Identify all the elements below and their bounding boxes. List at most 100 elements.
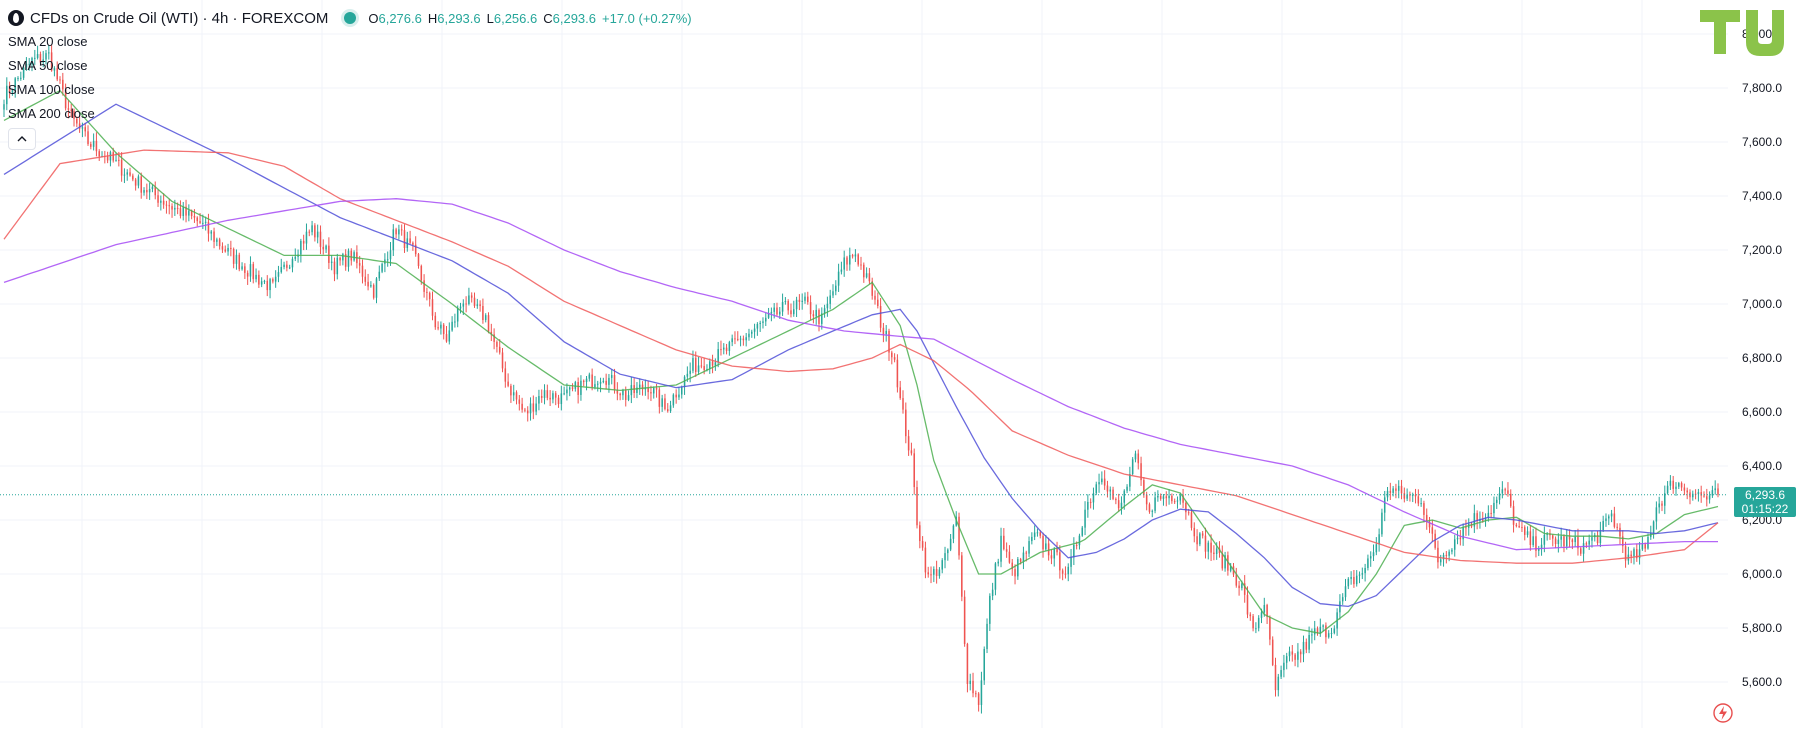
candle: [1003, 528, 1005, 551]
candle: [924, 541, 927, 579]
candle: [286, 260, 288, 272]
candle: [577, 377, 579, 404]
candle: [1375, 537, 1378, 556]
candle: [1246, 586, 1249, 619]
candle: [1414, 488, 1417, 504]
candle: [451, 316, 453, 332]
candle: [50, 45, 53, 72]
candle: [1658, 496, 1660, 514]
symbol-title[interactable]: CFDs on Crude Oil (WTI) · 4h · FOREXCOM: [30, 9, 329, 27]
candle: [1053, 547, 1056, 567]
candle: [1627, 546, 1630, 565]
candle: [1613, 506, 1616, 529]
candle: [230, 240, 232, 257]
candle: [168, 198, 171, 215]
candle: [521, 397, 523, 413]
candle: [132, 173, 134, 182]
candle: [1487, 505, 1490, 522]
y-tick-label: 7,800.0: [1742, 81, 1782, 95]
candle: [330, 254, 333, 271]
candle: [241, 262, 243, 271]
candle: [588, 372, 591, 382]
candle: [1689, 489, 1691, 505]
candle: [137, 174, 140, 189]
candle: [1437, 540, 1439, 569]
candle: [140, 172, 143, 199]
candle: [1171, 493, 1173, 504]
candle: [1294, 653, 1296, 667]
candle: [610, 369, 613, 385]
candle: [1022, 546, 1025, 570]
candle: [501, 347, 504, 373]
candle: [1235, 567, 1238, 588]
candle: [655, 383, 658, 398]
candle: [216, 237, 218, 247]
candle: [1661, 500, 1663, 512]
candle: [1602, 515, 1604, 533]
indicator-sma-50[interactable]: SMA 50 close: [8, 58, 88, 73]
candle: [1616, 523, 1618, 531]
candle: [1591, 531, 1593, 548]
candle: [1330, 627, 1333, 639]
candle: [244, 263, 246, 279]
alert-lightning-button[interactable]: [1712, 702, 1734, 724]
candle: [1523, 525, 1526, 541]
sma-100-line: [3, 149, 1719, 564]
candle: [283, 261, 285, 270]
candle: [1008, 545, 1011, 564]
candle: [31, 56, 33, 72]
indicator-sma-200[interactable]: SMA 200 close: [8, 106, 95, 121]
candle: [745, 332, 747, 347]
candle: [426, 287, 428, 301]
candle: [1386, 486, 1389, 502]
candle: [1137, 449, 1140, 470]
candle: [986, 618, 988, 654]
candle: [652, 386, 655, 399]
candle: [8, 81, 11, 99]
y-tick-label: 5,800.0: [1742, 621, 1782, 635]
candle: [557, 394, 560, 408]
candle: [868, 267, 871, 285]
candle: [1277, 673, 1280, 697]
candle: [1084, 501, 1086, 536]
candle: [25, 57, 28, 71]
tradingview-logo[interactable]: [1700, 8, 1792, 58]
candle: [1610, 509, 1613, 523]
candle: [1692, 490, 1694, 501]
candle: [1655, 501, 1658, 530]
candle: [1619, 523, 1621, 545]
candle: [1336, 608, 1338, 636]
candle: [938, 567, 941, 579]
candle: [372, 283, 375, 300]
candle: [459, 302, 462, 314]
candle: [1678, 481, 1680, 490]
candle: [126, 169, 128, 181]
candle: [333, 257, 336, 282]
indicator-sma-100[interactable]: SMA 100 close: [8, 82, 95, 97]
indicator-sma-20[interactable]: SMA 20 close: [8, 34, 88, 49]
candle: [776, 302, 778, 316]
candle: [835, 280, 837, 296]
candle: [725, 343, 728, 355]
candle: [1000, 527, 1002, 568]
candle: [204, 216, 207, 231]
low-value: L6,256.6: [486, 10, 538, 26]
candle: [905, 402, 907, 444]
collapse-legend-button[interactable]: [8, 128, 36, 150]
y-tick-label: 5,600.0: [1742, 675, 1782, 689]
candle: [316, 224, 319, 244]
candle: [860, 256, 862, 270]
candle: [1669, 475, 1672, 490]
symbol-header[interactable]: CFDs on Crude Oil (WTI) · 4h · FOREXCOM …: [8, 8, 692, 28]
candle: [952, 524, 955, 544]
candle: [434, 312, 437, 330]
candle: [1636, 543, 1638, 562]
candle: [742, 335, 745, 346]
candle: [921, 536, 924, 551]
candle: [1579, 546, 1582, 556]
candle: [994, 562, 997, 596]
candle: [269, 277, 271, 299]
candle: [944, 546, 946, 569]
